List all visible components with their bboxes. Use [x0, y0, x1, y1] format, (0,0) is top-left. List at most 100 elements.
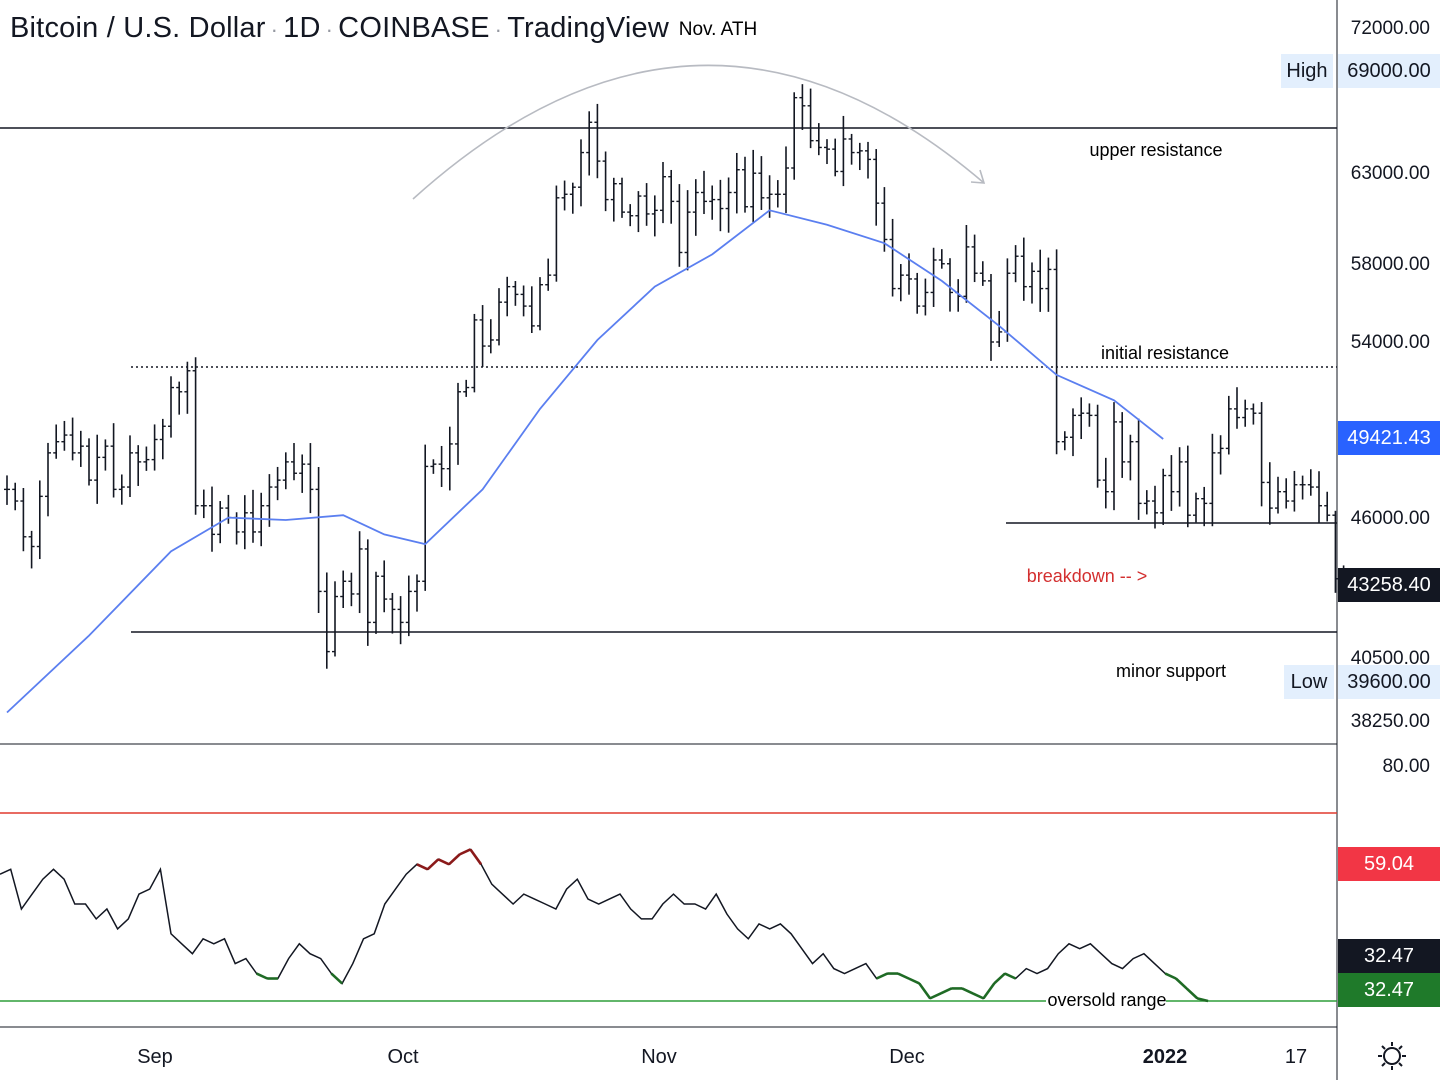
- ohlc-bar: [110, 423, 117, 498]
- rsi-highlight-segment: [469, 848, 483, 866]
- ohlc-bar: [1242, 399, 1249, 427]
- ohlc-bar: [717, 179, 724, 232]
- ohlc-bar: [1217, 435, 1224, 475]
- low-tag-value: 39600.00: [1338, 665, 1440, 699]
- ohlc-bar: [979, 261, 986, 286]
- ohlc-bar: [61, 420, 68, 451]
- ohlc-bar: [1209, 433, 1216, 527]
- ohlc-bar: [807, 88, 814, 149]
- price-tick: 72000.00: [1351, 18, 1430, 39]
- ohlc-bar: [332, 581, 338, 657]
- ath-arc: [412, 64, 985, 200]
- ohlc-bar: [373, 571, 379, 634]
- ohlc-bar: [553, 185, 560, 282]
- rsi-highlight-segment: [448, 853, 461, 866]
- ohlc-bar: [930, 247, 937, 307]
- ohlc-bar: [266, 474, 273, 527]
- ohlc-bar: [1258, 402, 1265, 507]
- ohlc-bar: [118, 474, 125, 505]
- price-tick: 46000.00: [1351, 508, 1430, 529]
- ohlc-bar: [135, 445, 142, 486]
- ohlc-bar: [192, 357, 199, 515]
- symbol-name[interactable]: Bitcoin / U.S. Dollar: [10, 12, 266, 44]
- ohlc-bar: [1234, 387, 1240, 429]
- ohlc-bar: [848, 133, 855, 165]
- time-label-17: 17: [1285, 1046, 1307, 1068]
- last-price-badge: 43258.40: [1338, 568, 1440, 602]
- ohlc-bar: [938, 249, 945, 269]
- ohlc-bar: [455, 382, 461, 465]
- rsi-highlight-segment: [993, 972, 1006, 985]
- rsi-oversold-segments: [256, 972, 1209, 1003]
- ohlc-bar: [1168, 455, 1175, 511]
- ohlc-bar: [922, 278, 929, 316]
- ohlc-bar: [1078, 397, 1085, 440]
- ohlc-bar: [1086, 403, 1093, 427]
- ohlc-bar: [1152, 485, 1158, 529]
- ohlc-bar: [102, 439, 109, 471]
- ohlc-bar: [914, 272, 921, 314]
- rsi-highlight-segment: [1004, 972, 1017, 980]
- ohlc-bar: [1127, 434, 1134, 481]
- ohlc-bar: [1020, 237, 1027, 301]
- ohlc-bar: [897, 264, 904, 302]
- ohlc-bar: [709, 185, 716, 220]
- ohlc-bar: [758, 156, 765, 210]
- ohlc-bar: [364, 539, 371, 646]
- low-tag-label: Low: [1284, 665, 1334, 699]
- ohlc-bar: [209, 486, 215, 552]
- ohlc-bar: [184, 361, 191, 414]
- ohlc-bar: [643, 183, 650, 226]
- ohlc-bar: [1070, 408, 1076, 457]
- ohlc-bar: [1316, 471, 1322, 524]
- price-tick: 40500.00: [1351, 648, 1430, 669]
- ohlc-bar: [356, 531, 363, 614]
- ohlc-bar: [1102, 457, 1109, 509]
- chart-title: Bitcoin / U.S. Dollar · 1D · COINBASE · Tradin…: [10, 12, 669, 44]
- ohlc-bar: [963, 224, 970, 303]
- ohlc-bar: [692, 179, 699, 236]
- ohlc-bar: [282, 452, 289, 490]
- ohlc-bar: [430, 459, 437, 474]
- ohlc-bar: [1176, 447, 1183, 507]
- ohlc-bar: [725, 177, 732, 233]
- ohlc-bar: [824, 139, 830, 165]
- ohlc-bar: [1299, 475, 1306, 500]
- time-label-sep: Sep: [137, 1046, 173, 1068]
- ohlc-bar: [668, 169, 675, 224]
- ohlc-bar: [315, 466, 322, 613]
- rsi-highlight-segment: [897, 972, 910, 980]
- ohlc-bar: [889, 218, 896, 297]
- ohlc-bar: [1201, 486, 1208, 527]
- gear-icon[interactable]: [1378, 1042, 1406, 1070]
- ohlc-bar: [1184, 445, 1191, 528]
- ohlc-bar: [86, 438, 92, 486]
- ohlc-bar: [159, 418, 166, 460]
- ohlc-bar: [840, 115, 847, 187]
- ath-arrow-head: [970, 169, 986, 184]
- price-tick: 63000.00: [1351, 163, 1430, 184]
- interval[interactable]: 1D: [283, 12, 321, 44]
- ohlc-bar: [1283, 478, 1290, 509]
- ohlc-bar: [1135, 418, 1142, 520]
- ohlc-bar: [1061, 431, 1068, 451]
- ohlc-bar: [1225, 395, 1232, 455]
- ohlc-bar: [783, 146, 789, 214]
- ohlc-bar: [348, 572, 355, 607]
- ohlc-bar: [241, 495, 248, 550]
- ohlc-bar: [512, 281, 519, 306]
- ohlc-bar: [94, 434, 101, 504]
- ohlc-bar: [1029, 262, 1035, 304]
- rsi-tick: 80.00: [1382, 756, 1430, 777]
- price-tick: 58000.00: [1351, 254, 1430, 275]
- ohlc-bar: [446, 426, 453, 491]
- ohlc-bar: [635, 191, 642, 233]
- ohlc-bar: [619, 177, 625, 218]
- price-tick: 54000.00: [1351, 332, 1430, 353]
- nov-ath-label: Nov. ATH: [679, 19, 757, 40]
- ohlc-bar: [127, 435, 133, 498]
- rsi-lower-badge: 32.47: [1338, 973, 1440, 1007]
- ohlc-bar: [561, 180, 568, 211]
- rsi-highlight-segment: [1185, 987, 1199, 1000]
